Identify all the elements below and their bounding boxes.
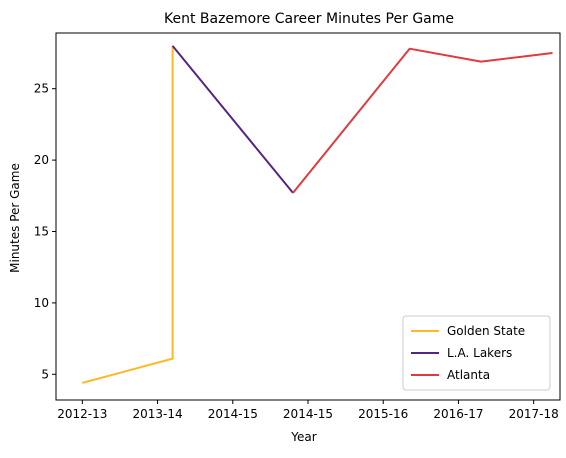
y-axis: 5 10 15 20 25 bbox=[34, 82, 56, 381]
x-axis-label: Year bbox=[290, 430, 316, 444]
series-line-atlanta bbox=[292, 47, 553, 194]
x-tick-label: 2015-16 bbox=[358, 407, 408, 421]
x-tick-label: 2014-15 bbox=[208, 407, 258, 421]
y-tick-label: 15 bbox=[34, 224, 49, 238]
y-tick-label: 25 bbox=[34, 82, 49, 96]
series-layer bbox=[82, 45, 553, 384]
x-tick-label: 2016-17 bbox=[433, 407, 483, 421]
legend: Golden State L.A. Lakers Atlanta bbox=[402, 315, 551, 391]
x-tick-label: 2013-14 bbox=[132, 407, 182, 421]
y-tick-label: 10 bbox=[34, 296, 49, 310]
series-line-golden-state bbox=[82, 45, 174, 384]
x-tick-label: 2012-13 bbox=[57, 407, 107, 421]
x-axis: 2012-13 2013-14 2014-15 2014-15 2015-16 2016-… bbox=[57, 400, 559, 421]
x-tick-label: 2017-18 bbox=[509, 407, 559, 421]
chart-title: Kent Bazemore Career Minutes Per Game bbox=[164, 11, 454, 27]
legend-label: L.A. Lakers bbox=[447, 346, 512, 360]
y-tick-label: 5 bbox=[41, 367, 49, 381]
legend-box bbox=[402, 315, 551, 391]
legend-label: Atlanta bbox=[447, 368, 490, 382]
x-tick-label: 2014-15 bbox=[283, 407, 333, 421]
y-tick-label: 20 bbox=[34, 153, 49, 167]
y-axis-label: Minutes Per Game bbox=[8, 163, 22, 273]
legend-label: Golden State bbox=[447, 324, 525, 338]
series-line-l-a-lakers bbox=[171, 45, 294, 194]
